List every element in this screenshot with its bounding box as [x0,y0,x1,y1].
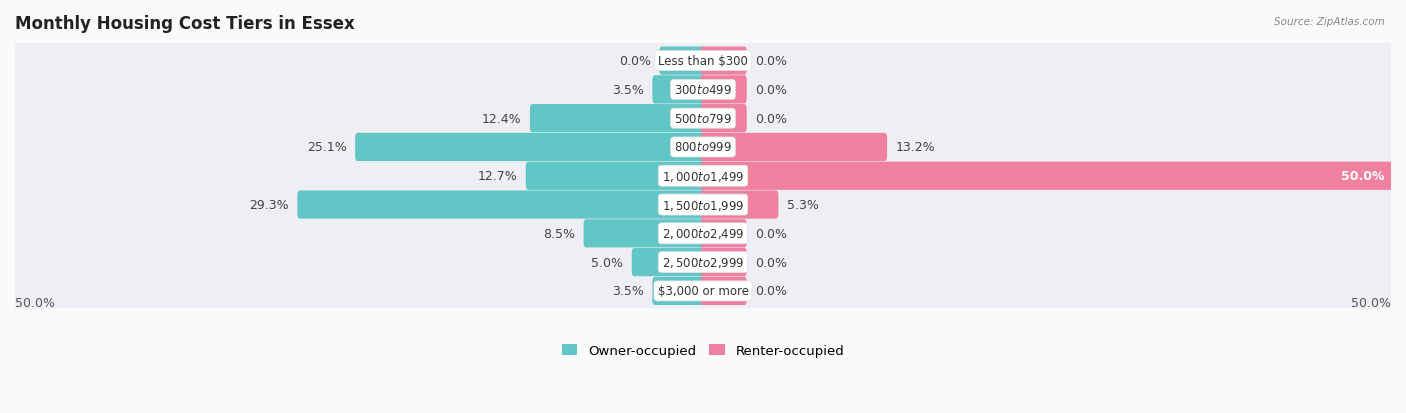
FancyBboxPatch shape [652,76,706,104]
Text: 3.5%: 3.5% [612,84,644,97]
Text: 0.0%: 0.0% [619,55,651,68]
Text: 13.2%: 13.2% [896,141,935,154]
Text: 0.0%: 0.0% [755,84,787,97]
FancyBboxPatch shape [700,248,747,277]
Text: 12.7%: 12.7% [478,170,517,183]
FancyBboxPatch shape [356,133,706,161]
Text: 50.0%: 50.0% [1340,170,1384,183]
Text: 0.0%: 0.0% [755,256,787,269]
Text: 0.0%: 0.0% [755,112,787,126]
FancyBboxPatch shape [700,191,779,219]
FancyBboxPatch shape [526,162,706,190]
Text: 12.4%: 12.4% [482,112,522,126]
FancyBboxPatch shape [13,73,1393,108]
Text: 0.0%: 0.0% [755,227,787,240]
FancyBboxPatch shape [530,105,706,133]
Text: 5.0%: 5.0% [591,256,623,269]
FancyBboxPatch shape [700,76,747,104]
Text: $1,500 to $1,999: $1,500 to $1,999 [662,198,744,212]
Text: 50.0%: 50.0% [1351,296,1391,309]
FancyBboxPatch shape [652,277,706,305]
Text: 5.3%: 5.3% [787,199,818,211]
FancyBboxPatch shape [583,220,706,248]
Text: $2,500 to $2,999: $2,500 to $2,999 [662,256,744,269]
Text: $1,000 to $1,499: $1,000 to $1,499 [662,169,744,183]
Text: $800 to $999: $800 to $999 [673,141,733,154]
Text: Source: ZipAtlas.com: Source: ZipAtlas.com [1274,17,1385,26]
FancyBboxPatch shape [13,159,1393,194]
FancyBboxPatch shape [13,44,1393,79]
FancyBboxPatch shape [700,133,887,161]
FancyBboxPatch shape [700,277,747,305]
Text: 0.0%: 0.0% [755,55,787,68]
FancyBboxPatch shape [13,101,1393,136]
FancyBboxPatch shape [13,188,1393,223]
FancyBboxPatch shape [13,216,1393,251]
Text: Less than $300: Less than $300 [658,55,748,68]
Text: 0.0%: 0.0% [755,285,787,298]
FancyBboxPatch shape [297,191,706,219]
FancyBboxPatch shape [700,47,747,76]
FancyBboxPatch shape [631,248,706,277]
Text: 50.0%: 50.0% [15,296,55,309]
FancyBboxPatch shape [700,105,747,133]
Text: 3.5%: 3.5% [612,285,644,298]
Text: 25.1%: 25.1% [307,141,347,154]
Text: 8.5%: 8.5% [543,227,575,240]
Text: $3,000 or more: $3,000 or more [658,285,748,298]
FancyBboxPatch shape [700,162,1393,190]
FancyBboxPatch shape [659,47,706,76]
Text: Monthly Housing Cost Tiers in Essex: Monthly Housing Cost Tiers in Essex [15,15,354,33]
FancyBboxPatch shape [13,274,1393,309]
Text: $2,000 to $2,499: $2,000 to $2,499 [662,227,744,241]
Text: $500 to $799: $500 to $799 [673,112,733,126]
Legend: Owner-occupied, Renter-occupied: Owner-occupied, Renter-occupied [557,339,849,362]
FancyBboxPatch shape [700,220,747,248]
Text: 29.3%: 29.3% [249,199,288,211]
FancyBboxPatch shape [13,245,1393,280]
Text: $300 to $499: $300 to $499 [673,84,733,97]
FancyBboxPatch shape [13,130,1393,165]
